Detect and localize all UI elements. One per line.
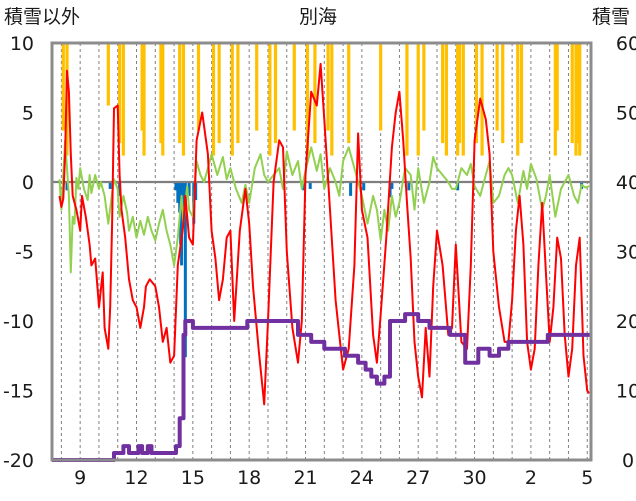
y-right-tick-label: 60: [616, 33, 636, 55]
precipitation-bar: [456, 182, 460, 191]
precipitation-bar: [181, 182, 185, 224]
x-tick-label: 2: [525, 467, 537, 489]
precipitation-bar: [187, 182, 191, 196]
sunshine-bar: [230, 43, 234, 156]
right-axis-title: 積雪: [591, 6, 630, 28]
sunshine-bar: [444, 43, 448, 156]
x-tick-label: 12: [124, 467, 148, 489]
precipitation-bar: [174, 182, 178, 191]
sunshine-bar: [576, 43, 580, 144]
precipitation-bar: [362, 182, 366, 191]
sunshine-bar: [273, 43, 278, 144]
plot-frame: [50, 41, 593, 462]
y-right-tick-label: 50: [616, 103, 636, 125]
sunshine-bar: [159, 43, 163, 144]
sunshine-bar: [480, 43, 484, 156]
precipitation-bar: [308, 182, 312, 189]
sunshine-bar: [422, 43, 426, 131]
sunshine-bar: [178, 43, 182, 144]
sunshine-bar: [292, 43, 296, 131]
series-line-red: [58, 62, 590, 406]
sunshine-bar: [456, 43, 460, 156]
sunshine-bar: [142, 43, 146, 156]
x-tick-label: 18: [237, 467, 261, 489]
sunshine-bar: [161, 43, 165, 156]
sunshine-bar: [61, 43, 65, 131]
sunshine-bar: [326, 43, 330, 131]
sunshine-bar: [255, 43, 259, 131]
x-tick-label: 21: [293, 467, 317, 489]
y-right-tick-label: 0: [622, 450, 634, 472]
sunshine-bar: [211, 43, 216, 156]
sunshine-bar: [405, 43, 409, 156]
sunshine-bar: [305, 43, 310, 156]
sunshine-bar: [379, 43, 383, 131]
x-tick-label: 27: [406, 467, 430, 489]
y-right-tick-label: 40: [616, 172, 636, 194]
sunshine-bar: [118, 43, 122, 144]
y-left-tick-label: -15: [3, 381, 34, 403]
precipitation-bar: [407, 182, 411, 191]
x-tick-label: 5: [581, 467, 593, 489]
sunshine-bar: [474, 43, 479, 144]
sunshine-bar: [106, 43, 110, 106]
precipitation-bar: [183, 182, 187, 358]
sunshine-bar: [570, 43, 574, 144]
y-left-tick-label: 0: [22, 172, 34, 194]
x-tick-label: 15: [181, 467, 205, 489]
left-axis-title: 積雪以外: [4, 6, 81, 28]
sunshine-bar: [519, 43, 524, 144]
sunshine-bar: [330, 43, 334, 156]
y-right-tick-label: 20: [616, 311, 636, 333]
sunshine-bar: [140, 43, 144, 131]
y-left-tick-label: 5: [22, 103, 34, 125]
precipitation-bar: [180, 182, 184, 266]
sunshine-bar: [457, 43, 462, 144]
y-right-tick-label: 10: [616, 381, 636, 403]
chart-title: 別海: [298, 6, 337, 28]
precipitation-bar: [65, 182, 69, 191]
sunshine-bar: [578, 43, 582, 156]
precipitation-bar: [108, 182, 112, 189]
y-left-tick-label: -5: [15, 242, 34, 264]
precipitation-bar: [390, 182, 394, 189]
sunshine-bar: [501, 43, 505, 144]
x-tick-label: 30: [462, 467, 486, 489]
y-left-tick-label: 10: [10, 33, 34, 55]
sunshine-bar: [181, 43, 186, 156]
sunshine-bar: [313, 43, 317, 144]
precipitation-bar: [302, 182, 306, 191]
sunshine-bar: [553, 43, 557, 156]
sunshine-bar: [441, 43, 445, 144]
sunshine-bar: [416, 43, 420, 156]
sunshine-bar: [461, 43, 465, 156]
sunshine-bar: [495, 43, 499, 131]
sunshine-bar: [347, 43, 351, 144]
sunshine-bar: [217, 43, 221, 144]
y-left-tick-label: -20: [3, 450, 34, 472]
precipitation-bar: [349, 182, 353, 196]
y-left-tick-label: -10: [3, 311, 34, 333]
series-line-snow-depth: [52, 312, 591, 462]
sunshine-bar: [196, 43, 201, 131]
sunshine-bar: [236, 43, 240, 144]
precipitation-bar: [176, 182, 180, 203]
x-tick-label: 24: [350, 467, 374, 489]
sunshine-bar: [555, 43, 559, 131]
y-right-tick-label: 30: [616, 242, 636, 264]
sunshine-bar: [516, 43, 520, 156]
sunshine-bar: [574, 43, 578, 156]
x-tick-label: 9: [74, 467, 86, 489]
sunshine-bar: [268, 43, 272, 156]
sunshine-bar: [121, 43, 125, 156]
